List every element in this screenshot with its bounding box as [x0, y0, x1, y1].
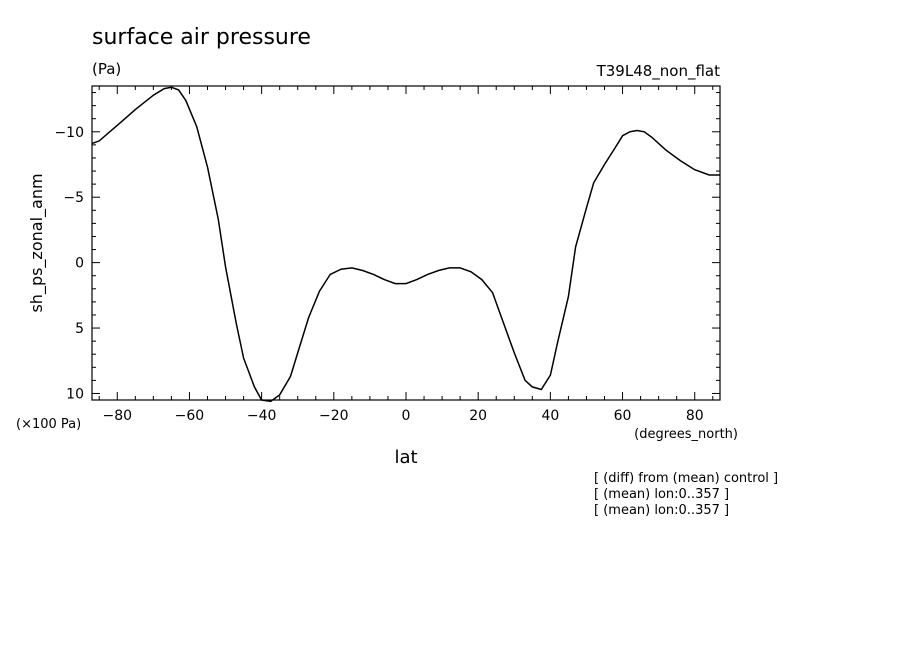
note-line-1: [ (diff) from (mean) control ]	[594, 471, 778, 486]
y-axis-label: sh_ps_zonal_anm	[27, 173, 47, 312]
y-scale-note: (×100 Pa)	[16, 417, 81, 432]
x-units-label: (degrees_north)	[634, 427, 738, 442]
run-label: T39L48_non_flat	[596, 62, 721, 81]
plot-area: −80 −60 −40 −20 0 20 40 60 80 −10 −5 0 5 10	[54, 85, 721, 424]
x-tick-label: 80	[686, 408, 704, 424]
x-axis-label: lat	[394, 447, 417, 468]
y-axis-ticks: −10 −5 0 5 10	[54, 125, 720, 402]
series-line	[91, 86, 720, 403]
y-tick-label: 10	[66, 386, 84, 402]
x-tick-label: 40	[541, 408, 559, 424]
units-label: (Pa)	[92, 60, 121, 78]
x-tick-label: 60	[614, 408, 632, 424]
x-tick-label: 20	[469, 408, 487, 424]
y-tick-label: −5	[63, 190, 84, 206]
y-tick-label: 5	[75, 321, 84, 337]
x-axis-ticks: −80 −60 −40 −20 0 20 40 60 80	[102, 86, 704, 424]
x-tick-label: −80	[102, 408, 132, 424]
x-tick-label: −40	[247, 408, 277, 424]
note-line-2: [ (mean) lon:0..357 ]	[594, 487, 729, 502]
x-tick-label: 0	[402, 408, 411, 424]
x-tick-label: −20	[319, 408, 349, 424]
y-tick-label: −10	[54, 125, 84, 141]
chart-title: surface air pressure	[92, 25, 311, 50]
plot-frame	[91, 85, 721, 401]
note-line-3: [ (mean) lon:0..357 ]	[594, 503, 729, 518]
y-tick-label: 0	[75, 256, 84, 272]
minor-ticks	[92, 86, 720, 400]
x-tick-label: −60	[175, 408, 205, 424]
